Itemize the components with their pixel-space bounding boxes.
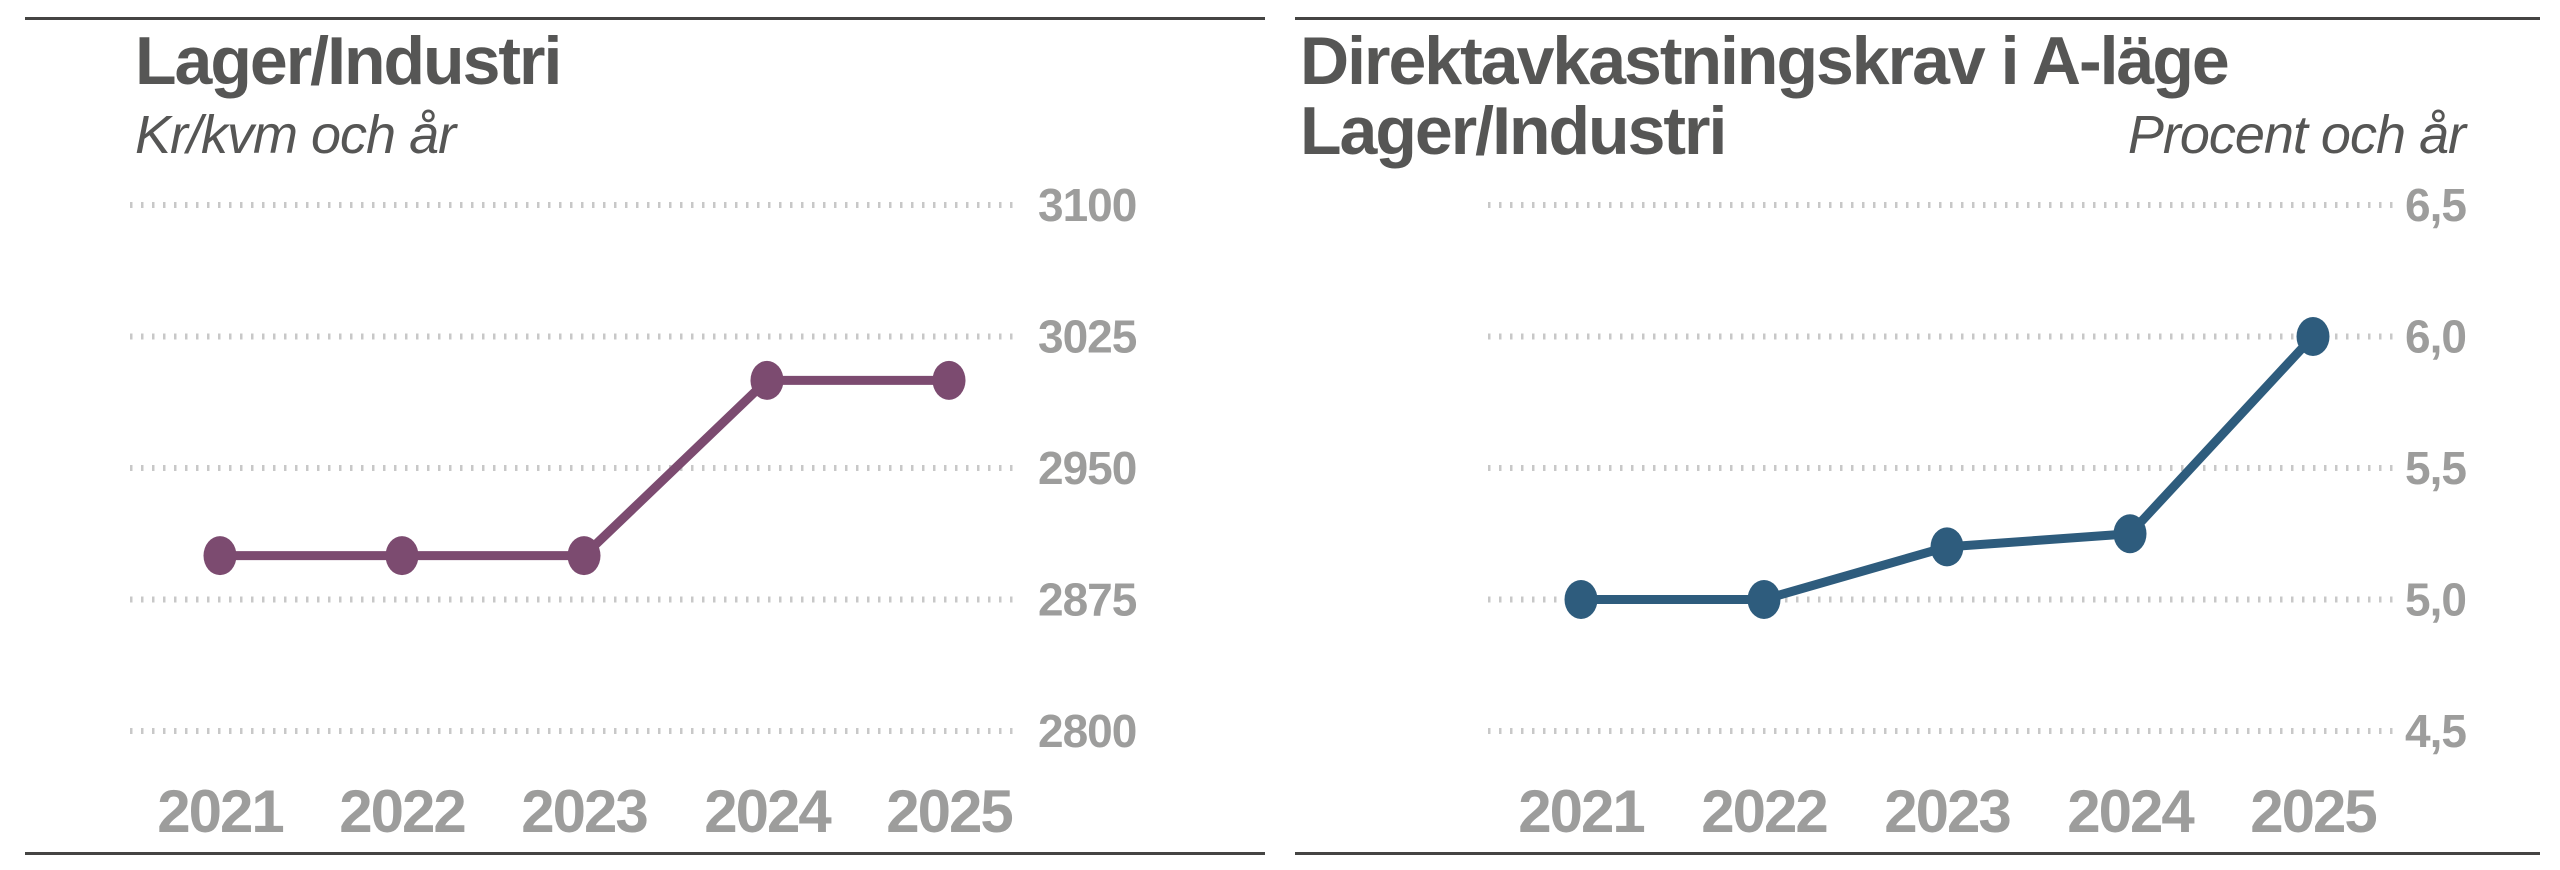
x-axis-year-label: 2021 [157, 778, 283, 845]
axis-unit-label: Procent och år [2127, 105, 2466, 165]
x-axis-year-label: 2024 [2067, 778, 2195, 845]
y-axis-tick-label: 2875 [1038, 574, 1137, 626]
y-axis-tick-label: 3100 [1038, 179, 1136, 231]
y-axis-tick-label: 3025 [1038, 311, 1137, 363]
data-point [1564, 580, 1598, 619]
chart-title-line-1: Direktavkastningskrav i A-läge [1300, 23, 2230, 99]
y-axis-tick-label: 2950 [1038, 442, 1136, 494]
x-axis-year-label: 2023 [1884, 778, 2010, 845]
x-axis-year-label: 2025 [2250, 778, 2376, 845]
data-point [1747, 580, 1781, 619]
y-axis-tick-label: 5,5 [2405, 442, 2466, 494]
axis-unit-label: Kr/kvm och år [135, 105, 456, 165]
bottom-divider-line [1295, 852, 2540, 855]
chart-panel-direktavkastningskrav: Direktavkastningskrav i A-läge Lager/Ind… [1295, 0, 2540, 870]
line-chart-lager-industri: 3100 3025 2950 2875 2800 2021 2022 2023 2024 2025 [130, 179, 1138, 845]
y-axis-tick-label: 6,5 [2405, 179, 2466, 231]
y-axis-tick-label: 5,0 [2405, 574, 2466, 626]
x-axis-year-label: 2022 [1701, 778, 1826, 845]
top-divider-line [25, 17, 1265, 20]
x-axis-year-label: 2022 [339, 778, 464, 845]
top-divider-line [1295, 17, 2540, 20]
chart-title-line-2: Lager/Industri [1300, 93, 1727, 169]
data-point [932, 360, 966, 400]
line-chart-direktavkastningskrav: 6,5 6,0 5,5 5,0 4,5 2021 2022 2023 2024 2025 [1488, 179, 2467, 845]
data-point [567, 536, 601, 576]
data-point [750, 360, 784, 400]
chart-panel-lager-industri: Lager/Industri Kr/kvm och år 3100 3025 295… [25, 0, 1265, 870]
data-point [385, 536, 419, 576]
y-axis-tick-label: 2800 [1038, 705, 1136, 757]
x-axis-year-label: 2021 [1518, 778, 1644, 845]
data-point [203, 536, 237, 576]
data-point [2296, 317, 2330, 356]
y-axis-tick-label: 4,5 [2405, 705, 2466, 757]
data-point [2113, 514, 2147, 554]
data-point [1930, 527, 1964, 567]
x-axis-year-label: 2025 [886, 778, 1012, 845]
x-axis-year-label: 2023 [521, 778, 647, 845]
bottom-divider-line [25, 852, 1265, 855]
x-axis-year-label: 2024 [704, 778, 832, 845]
chart-title: Lager/Industri [135, 23, 562, 99]
y-axis-tick-label: 6,0 [2405, 311, 2466, 363]
